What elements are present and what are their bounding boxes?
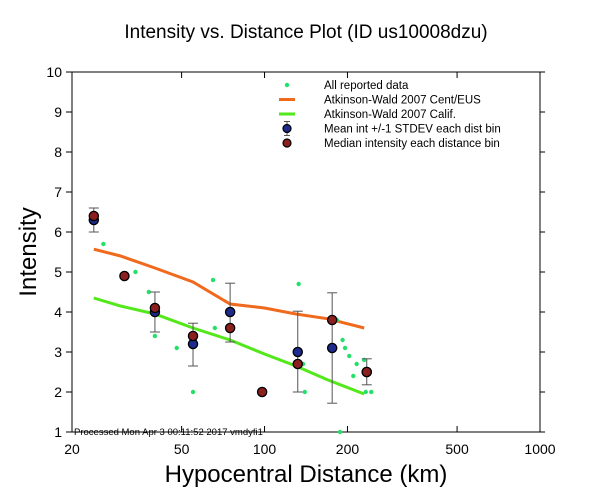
median-intensity-marker — [119, 270, 130, 282]
reported-data-point — [210, 277, 216, 283]
median-intensity-marker — [361, 366, 373, 378]
y-tick-label: 6 — [54, 224, 62, 240]
legend-label: Atkinson-Wald 2007 Calif. — [324, 109, 456, 121]
y-tick-label: 10 — [46, 64, 62, 80]
reported-data-point — [347, 353, 352, 359]
y-tick-label: 3 — [54, 344, 62, 360]
x-tick-label: 500 — [445, 441, 469, 457]
reported-data-point — [351, 373, 356, 379]
y-tick-label: 2 — [54, 384, 62, 400]
reported-data-point — [340, 337, 345, 343]
reported-data-point — [354, 361, 359, 367]
median-intensity-marker — [187, 330, 199, 342]
legend: All reported data Atkinson-Wald 2007 Cent… — [279, 80, 501, 150]
mean-intensity-marker — [326, 342, 338, 354]
chart-title: Intensity vs. Distance Plot (ID us10008d… — [124, 22, 487, 43]
legend-label: Median intensity each distance bin — [324, 138, 500, 150]
reported-data-point — [369, 389, 374, 395]
median-intensity-marker — [256, 386, 268, 398]
reported-data-point — [342, 345, 348, 351]
legend-label: All reported data — [324, 80, 409, 92]
x-tick-label: 20 — [64, 441, 80, 457]
y-axis-label: Intensity — [15, 207, 42, 296]
legend-label: Atkinson-Wald 2007 Cent/EUS — [324, 95, 481, 107]
reported-data-point — [152, 333, 158, 339]
reported-data-point — [174, 345, 179, 351]
median-intensity-marker — [149, 302, 161, 314]
median-intensity-marker — [292, 358, 304, 370]
x-tick-label: 1000 — [524, 441, 555, 457]
reported-data-point — [296, 281, 301, 287]
y-tick-label: 8 — [54, 144, 62, 160]
error-bars — [88, 207, 372, 404]
median-intensity-marker — [224, 322, 236, 334]
legend-label: Mean int +/-1 STDEV each dist bin — [324, 124, 501, 136]
legend-circle-icon — [282, 138, 292, 148]
mean-intensity-marker — [224, 306, 236, 318]
reported-data-point — [133, 269, 138, 275]
reported-data-point — [146, 289, 151, 295]
y-tick-label: 1 — [54, 424, 62, 440]
x-tick-label: 50 — [174, 441, 190, 457]
y-tick-label: 9 — [54, 104, 62, 120]
x-tick-label: 200 — [336, 441, 360, 457]
reported-data-point — [190, 389, 196, 395]
legend-dot-icon — [284, 82, 290, 88]
x-axis-label: Hypocentral Distance (km) — [165, 461, 448, 488]
legend-circle-icon — [282, 123, 292, 134]
processed-annotation: Processed Mon Apr 3 00:11:52 2017 vmdyfi… — [74, 427, 263, 438]
reported-data-point — [337, 429, 343, 435]
y-tick-label: 5 — [54, 264, 62, 280]
reported-data-point — [101, 241, 106, 247]
y-tick-label: 4 — [54, 304, 62, 320]
y-tick-label: 7 — [54, 184, 62, 200]
median-intensity-marker — [326, 314, 338, 326]
ticks — [66, 71, 545, 433]
reported-data-point — [363, 389, 368, 395]
bin-markers — [88, 210, 373, 398]
median-intensity-marker — [88, 210, 100, 222]
reported-data-point — [212, 325, 218, 331]
axes — [71, 71, 541, 433]
reported-data-point — [302, 389, 307, 395]
x-tick-label: 100 — [253, 441, 277, 457]
tick-labels: 1 2 3 4 5 6 7 8 9 10 20 50 100 200 500 1000 — [46, 64, 555, 457]
mean-intensity-marker — [292, 346, 304, 358]
